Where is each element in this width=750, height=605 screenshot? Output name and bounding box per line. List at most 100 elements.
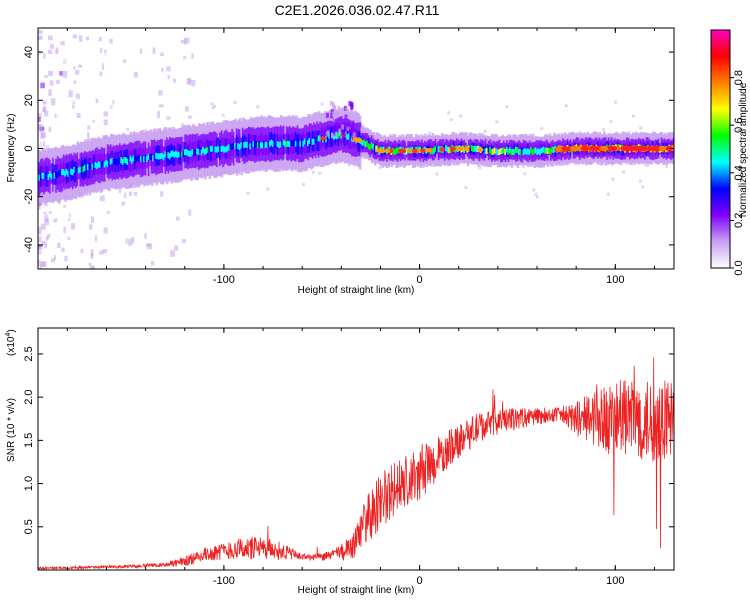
noise-speck [378,166,382,170]
noise-speck [87,131,90,137]
noise-speck [516,180,520,184]
noise-speck [60,41,65,46]
ridge-core [437,146,441,153]
ridge-core [367,143,371,150]
ridge-band [260,132,263,153]
noise-speck [61,57,66,63]
noise-speck [157,111,161,118]
ridge-hot [412,148,419,154]
noise-speck [68,218,71,222]
ridge-core [94,162,98,169]
ridge-core [375,145,379,152]
plume-speck [348,100,352,106]
noise-speck [59,71,63,76]
noise-speck [150,111,154,116]
ridge-core [146,156,150,163]
noise-speck [44,110,49,117]
noise-speck [210,102,214,106]
noise-speck [38,248,42,255]
plume-speck [331,111,335,117]
ridge-core [484,148,488,155]
noise-speck [184,37,190,44]
ridge-core [162,154,166,161]
ridge-core [396,147,400,154]
ridge-core [53,172,57,179]
noise-speck [173,78,177,83]
noise-speck [43,211,47,215]
noise-speck [191,53,194,59]
noise-speck [124,192,127,198]
ridge-hot [320,136,327,141]
noise-speck [180,123,184,127]
spectrogram-xtick-label: -100 [213,274,235,286]
ridge-core [86,163,90,170]
ridge-core [158,153,162,160]
noise-speck [130,104,135,109]
ridge-core [294,140,298,147]
noise-speck [147,243,152,250]
noise-speck [103,227,108,234]
ridge-core [366,140,370,147]
noise-speck [38,260,41,266]
ridge-core [551,146,555,153]
noise-speck [40,223,46,230]
noise-speck [48,52,54,58]
ridge-core [487,145,491,152]
noise-speck [73,66,76,70]
ridge-core [135,155,139,162]
noise-speck [568,189,572,193]
ridge-core [536,148,540,155]
ridge-core [241,144,245,151]
ridge-hot [477,147,484,153]
spectrogram-ytick-label: 20 [23,94,35,106]
ridge-core [472,146,476,153]
noise-speck [40,132,45,139]
noise-speck [527,124,531,128]
noise-speck [491,166,495,170]
noise-speck [564,104,568,108]
noise-speck [63,204,67,208]
ridge-core [505,146,509,153]
ridge-core [136,154,140,161]
ridge-core [328,132,332,139]
noise-speck [639,126,643,130]
ridge-core [42,172,46,179]
noise-speck [435,105,439,109]
snr-ticks: -100 0 100 0.5 1.0 1.5 2.0 2.5 [23,328,674,587]
ridge-core [490,148,494,155]
noise-speck [39,246,44,252]
ridge-core [132,155,136,162]
ridge-core [71,169,75,176]
ridge-core [206,146,210,153]
noise-speck [57,242,61,248]
plume-speck [350,124,354,130]
ridge-core [156,153,160,160]
ridge-core [124,157,128,164]
snr-frame [37,327,675,571]
ridge-core [197,148,201,155]
noise-speck [534,192,538,196]
noise-speck [131,236,135,244]
snr-xtick-label: 0 [417,575,423,587]
noise-speck [188,79,192,84]
ridge-core [203,148,207,155]
plume-speck [332,130,336,136]
ridge-core [177,151,181,158]
noise-speck [73,97,79,104]
ridge-core [130,157,134,164]
noise-speck [638,189,642,193]
plume-speck [336,122,340,128]
ridge-core [228,144,232,151]
ridge-hot [426,148,433,153]
noise-speck [46,145,50,149]
ridge-core [161,152,165,159]
noise-speck [43,34,47,40]
ridge-core [181,151,185,158]
noise-speck [106,210,110,214]
ridge-core [513,148,517,155]
ridge-core [306,140,310,147]
ridge-core [196,148,200,155]
ridge-core [332,133,336,140]
snr-ytick-label: 1.5 [23,433,35,448]
ridge-core [256,142,260,149]
